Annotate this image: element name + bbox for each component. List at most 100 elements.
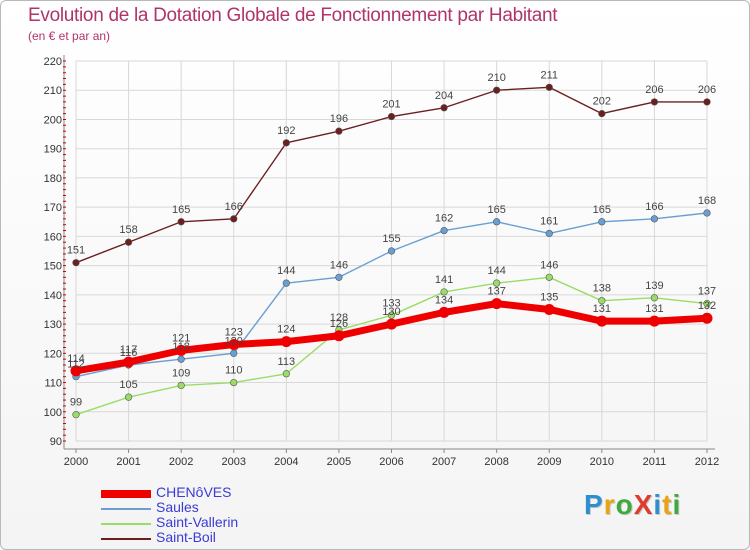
data-label-chen-ves: 123 — [225, 327, 243, 339]
y-tick-label: 140 — [44, 290, 62, 302]
chart-subtitle: (en € et par an) — [28, 29, 111, 43]
data-label-saules: 165 — [487, 204, 505, 216]
y-tick-label: 110 — [44, 378, 62, 390]
data-label-chen-ves: 117 — [120, 344, 138, 356]
data-point-saint-vallerin — [545, 273, 553, 281]
data-point-saint-boil — [650, 98, 659, 106]
data-label-chen-ves: 130 — [382, 306, 400, 318]
y-tick-label: 100 — [44, 407, 62, 419]
legend-swatch — [101, 490, 151, 498]
data-label-saules: 144 — [277, 265, 295, 277]
data-point-saules — [703, 209, 711, 217]
data-label-saint-vallerin: 141 — [435, 274, 453, 286]
x-tick-label: 2005 — [327, 456, 351, 468]
data-label-saules: 162 — [435, 213, 453, 225]
data-label-chen-ves: 137 — [487, 286, 505, 298]
data-point-saules — [598, 218, 606, 226]
data-point-saint-boil — [493, 86, 501, 94]
data-point-saint-boil — [387, 112, 396, 121]
data-point-chen-ves — [123, 356, 135, 368]
y-tick-label: 220 — [44, 56, 62, 68]
grid-layer — [75, 60, 708, 442]
data-point-chen-ves — [438, 306, 450, 318]
data-label-chen-ves: 124 — [277, 324, 295, 336]
x-tick-label: 2011 — [643, 456, 667, 468]
data-point-saint-boil — [177, 218, 185, 226]
data-point-saules — [230, 349, 238, 357]
legend-label: CHENôVES — [156, 484, 232, 500]
data-point-chen-ves — [280, 336, 292, 348]
y-tick-label: 190 — [44, 144, 62, 156]
data-point-saint-boil — [282, 139, 290, 147]
logo-letter: i — [672, 489, 682, 520]
data-point-saint-vallerin — [703, 300, 711, 308]
data-point-saules — [335, 273, 343, 281]
x-tick-label: 2001 — [116, 456, 140, 468]
data-label-saint-vallerin: 144 — [487, 265, 505, 277]
data-point-chen-ves — [596, 315, 608, 327]
data-point-saint-boil — [598, 110, 606, 118]
logo-letter: P — [584, 489, 604, 520]
data-point-saint-vallerin — [493, 279, 501, 287]
x-tick-label: 2003 — [222, 456, 246, 468]
x-tick-label: 2009 — [537, 456, 561, 468]
data-label-saint-boil: 151 — [67, 245, 85, 257]
data-label-chen-ves: 121 — [172, 332, 190, 344]
data-label-saules: 165 — [593, 204, 611, 216]
data-label-chen-ves: 114 — [67, 353, 85, 365]
data-label-saint-vallerin: 105 — [119, 379, 137, 391]
data-point-saint-vallerin — [177, 381, 185, 390]
data-point-chen-ves — [701, 312, 713, 324]
data-label-saint-vallerin: 113 — [278, 356, 296, 368]
data-point-saules — [650, 215, 659, 223]
data-label-saint-boil: 206 — [698, 84, 716, 96]
data-label-saint-vallerin: 99 — [70, 397, 82, 409]
data-point-saules — [440, 226, 448, 235]
x-tick-label: 2000 — [64, 456, 88, 468]
data-label-saules: 155 — [382, 233, 400, 245]
data-point-saint-boil — [72, 259, 80, 267]
x-tick-label: 2012 — [695, 456, 719, 468]
data-point-saint-vallerin — [72, 411, 80, 419]
data-point-saint-boil — [440, 104, 448, 112]
data-point-chen-ves — [543, 303, 555, 315]
data-label-saules: 120 — [225, 335, 243, 347]
y-tick-label: 210 — [44, 85, 62, 97]
data-point-saint-vallerin — [440, 288, 448, 296]
chart-title: Evolution de la Dotation Globale de Fonc… — [28, 5, 558, 26]
x-tick-label: 2002 — [169, 456, 193, 468]
legend-swatch — [101, 538, 151, 540]
legend-label: Saint-Vallerin — [156, 514, 239, 530]
data-point-chen-ves — [175, 344, 187, 356]
logo-letter: i — [653, 489, 663, 520]
data-label-saint-vallerin: 128 — [330, 312, 348, 324]
data-point-saules — [493, 218, 501, 226]
data-label-saules: 112 — [67, 359, 85, 371]
data-label-chen-ves: 126 — [330, 318, 348, 330]
data-label-saint-boil: 165 — [172, 204, 190, 216]
x-tick-label: 2006 — [379, 456, 403, 468]
data-label-saint-boil: 192 — [277, 125, 295, 137]
data-label-saint-boil: 166 — [225, 201, 243, 213]
data-label-chen-ves: 134 — [435, 294, 453, 306]
x-tick-label: 2008 — [484, 456, 508, 468]
data-label-chen-ves: 131 — [593, 303, 611, 315]
logo-letter: o — [615, 489, 634, 520]
data-point-saint-boil — [703, 98, 711, 106]
data-point-saint-vallerin — [598, 297, 606, 305]
data-point-chen-ves — [648, 315, 660, 327]
y-tick-label: 170 — [44, 202, 62, 214]
y-tick-label: 120 — [44, 348, 62, 360]
data-point-saules — [545, 229, 553, 238]
data-label-saules: 146 — [330, 259, 348, 271]
legend-swatch — [101, 523, 151, 525]
data-label-saint-boil: 211 — [540, 69, 558, 81]
data-point-saint-boil — [124, 238, 133, 246]
data-point-saint-vallerin — [282, 370, 290, 378]
data-label-saint-vallerin: 146 — [540, 259, 558, 271]
y-tick-label: 150 — [44, 261, 62, 273]
data-point-saint-vallerin — [124, 393, 133, 401]
data-label-saint-boil: 204 — [435, 90, 453, 102]
